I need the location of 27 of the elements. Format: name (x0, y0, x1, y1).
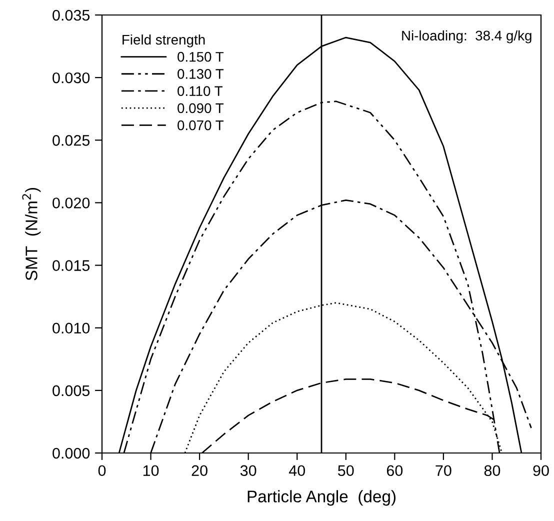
y-tick-label: 0.035 (52, 10, 90, 21)
x-tick-label: 10 (143, 465, 159, 476)
annotation: Ni-loading: 38.4 g/kg (402, 30, 532, 44)
x-tick-label: 30 (240, 465, 256, 476)
legend-label: 0.090 T (178, 103, 224, 114)
y-tick-label: 0.025 (52, 135, 90, 146)
x-tick-label: 90 (533, 465, 549, 476)
legend-label: 0.130 T (178, 69, 224, 79)
x-tick-label: 40 (288, 465, 306, 476)
x-axis-title: Particle Angle (deg) (248, 490, 396, 506)
x-tick-label: 80 (484, 465, 500, 476)
y-tick-label: 0.000 (52, 448, 90, 459)
y-tick-label: 0.020 (52, 198, 90, 208)
y-tick-label: 0.015 (52, 260, 90, 271)
x-tick-label: 60 (386, 465, 403, 476)
y-tick-label: 0.010 (52, 322, 90, 334)
y-tick-label: 0.005 (52, 385, 90, 396)
y-tick-label: 0.030 (52, 72, 90, 84)
legend-label: 0.110 T (178, 86, 223, 96)
legend-label: 0.070 T (178, 120, 224, 130)
x-tick-label: 0 (98, 465, 106, 476)
legend-title: Field strength (122, 34, 205, 48)
x-tick-label: 50 (338, 465, 354, 476)
x-tick-label: 70 (436, 465, 452, 476)
y-axis-title: SMT (N/m$^{2}$) (22, 188, 41, 280)
legend-label: 0.150 T (178, 52, 224, 62)
x-tick-label: 20 (192, 465, 208, 476)
